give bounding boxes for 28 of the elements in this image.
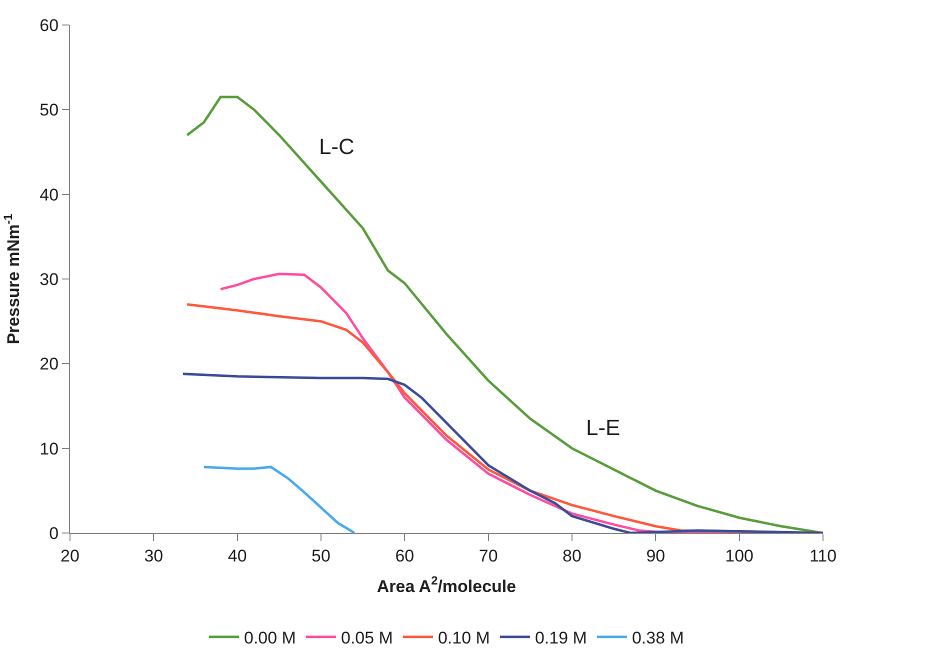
y-tick-label: 10 [40,439,59,458]
legend-label: 0.10 M [438,628,490,648]
x-tick-label: 60 [395,546,414,566]
line-series [202,466,356,533]
x-tick-label: 20 [60,546,80,566]
legend-label: 0.38 M [632,628,684,648]
x-tick-label: 100 [725,546,754,566]
y-tick-label: 60 [40,16,59,35]
x-tick-label: 80 [562,546,582,566]
x-tick-label: 50 [312,546,330,566]
legend-label: 0.00 M [244,628,296,648]
annotation: L-E [586,415,620,440]
y-tick-label: 0 [49,524,59,543]
line-series [186,96,823,533]
legend-label: 0.05 M [340,628,393,648]
x-tick-label: 110 [809,546,837,566]
y-tick-label: 50 [40,100,59,120]
annotation: L-C [319,134,355,159]
y-tick-label: 20 [40,354,59,374]
y-tick-label: 40 [40,185,59,204]
line-series [182,372,823,533]
x-tick-label: 70 [478,546,498,566]
x-tick-label: 90 [646,546,666,566]
x-tick-label: 40 [228,546,247,566]
x-tick-label: 30 [144,546,164,566]
legend-label: 0.19 M [534,628,587,648]
x-axis-title: Area A$^{2}$/molecule [376,574,516,596]
y-tick-label: 30 [40,270,59,289]
